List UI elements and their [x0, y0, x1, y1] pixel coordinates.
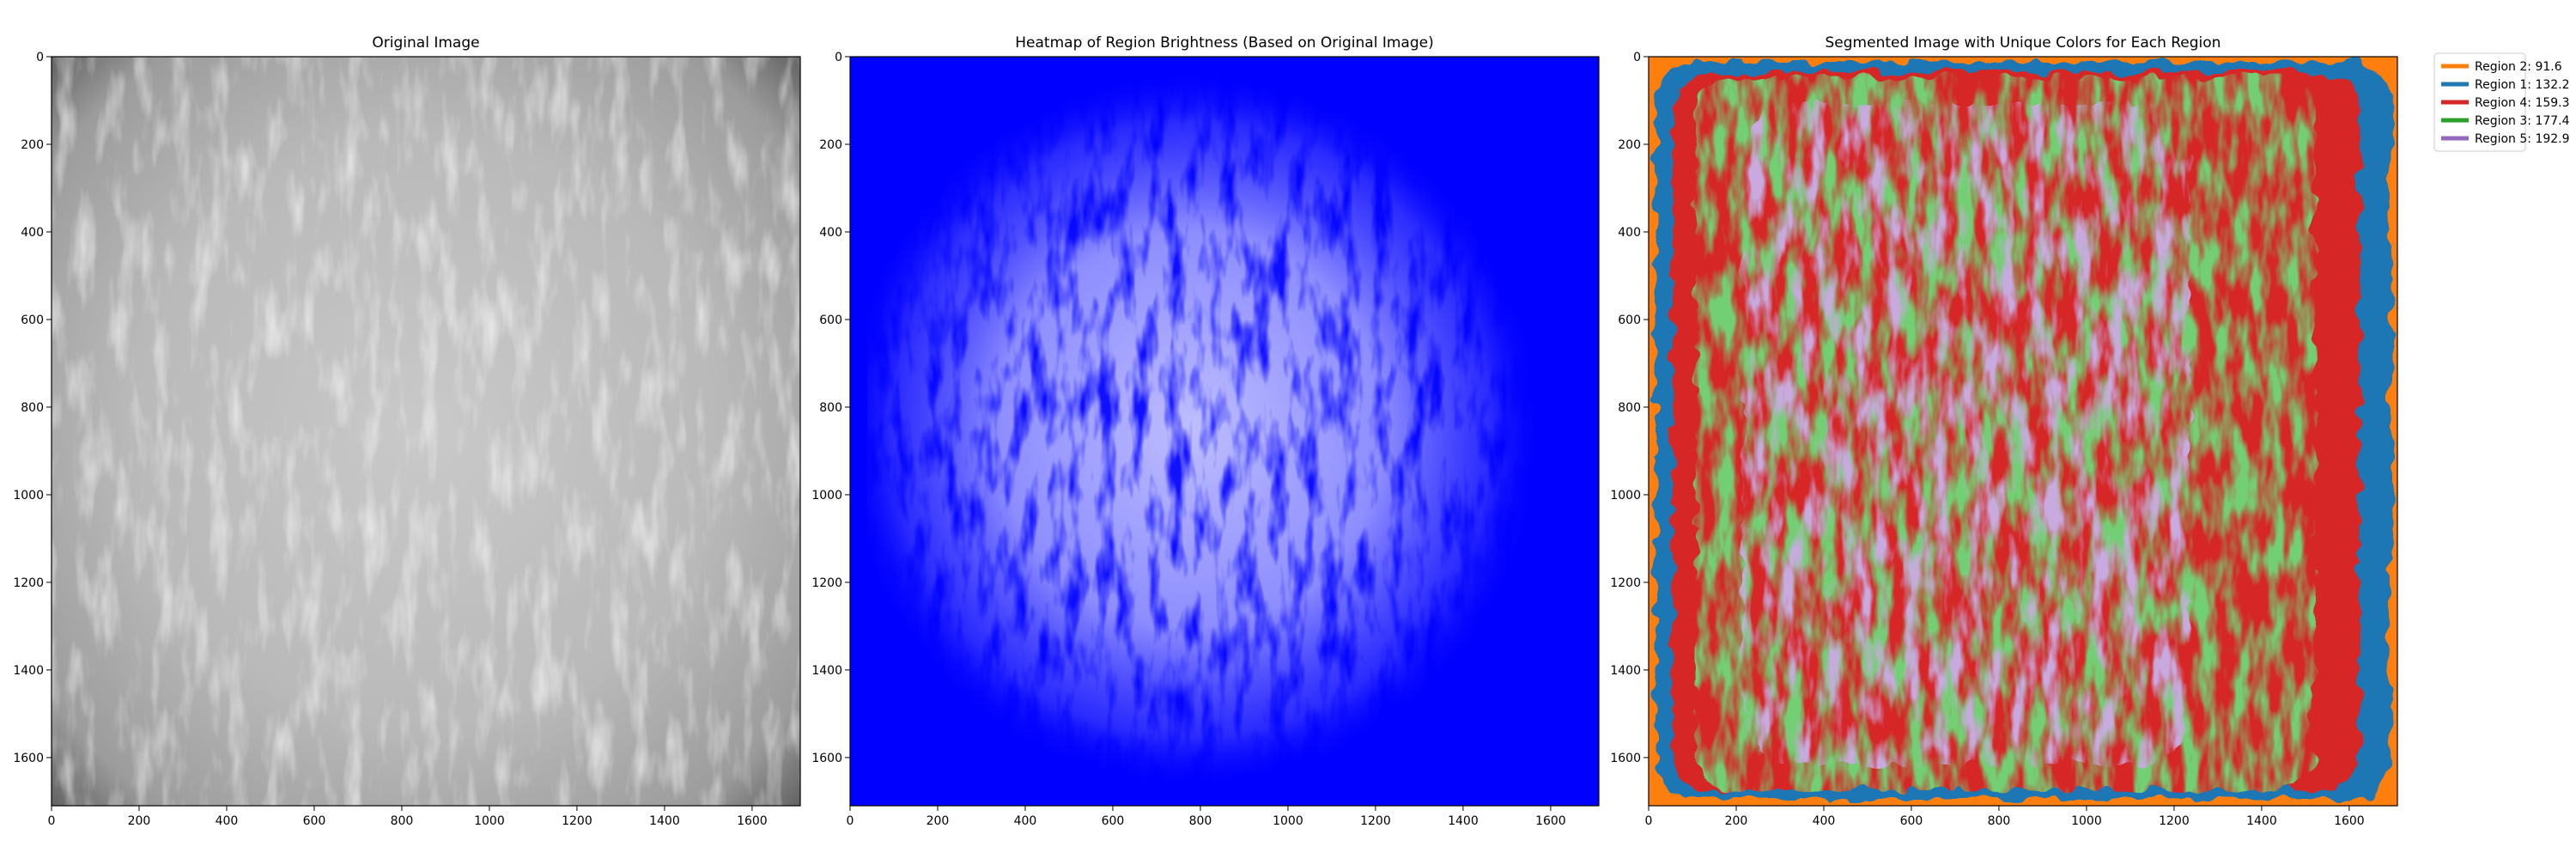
- x-tick-label: 400: [1813, 814, 1836, 828]
- x-tick-label: 600: [1900, 814, 1923, 828]
- y-tick-label: 600: [819, 314, 842, 327]
- legend-label: Region 1: 132.2: [2475, 78, 2570, 92]
- y-tick-label: 1000: [13, 489, 44, 503]
- x-tick-label: 800: [1988, 814, 2011, 828]
- y-tick-label: 1600: [811, 752, 842, 765]
- legend: Region 2: 91.6 Region 1: 132.2 Region 4: 1…: [2433, 52, 2570, 152]
- y-tick-label: 800: [1618, 401, 1641, 415]
- legend-label: Region 2: 91.6: [2475, 60, 2562, 74]
- original-image-frame: [51, 56, 801, 807]
- x-tick-label: 1000: [1273, 814, 1303, 828]
- x-tick-label: 1600: [2334, 814, 2365, 828]
- segmented-title: Segmented Image with Unique Colors for E…: [1826, 34, 2221, 52]
- y-tick-label: 200: [21, 138, 44, 152]
- segmented-panel: Segmented Image with Unique Colors for E…: [1610, 34, 2398, 828]
- y-tick-label: 600: [1618, 314, 1641, 327]
- heatmap-axes: 0 200 400 600 800 1000 1200 1400 1600 0 200 400 600 8…: [811, 51, 1565, 828]
- legend-label: Region 3: 177.4: [2475, 114, 2570, 128]
- x-tick-label: 1000: [2071, 814, 2102, 828]
- y-tick-label: 800: [21, 401, 44, 415]
- y-tick-label: 0: [835, 51, 842, 64]
- x-tick-label: 1200: [562, 814, 592, 828]
- y-tick-label: 1400: [1610, 664, 1641, 678]
- heatmap-raster: [850, 57, 1599, 806]
- legend-label: Region 5: 192.9: [2475, 132, 2570, 146]
- y-tick-label: 800: [819, 401, 842, 415]
- x-tick-label: 1200: [2159, 814, 2190, 828]
- segmented-axes: 0 200 400 600 800 1000 1200 1400 1600 0 200 400 600 8…: [1610, 51, 2364, 828]
- x-tick-label: 1400: [2246, 814, 2277, 828]
- x-tick-label: 400: [1014, 814, 1037, 828]
- y-tick-label: 1600: [1610, 752, 1641, 765]
- y-tick-label: 200: [819, 138, 842, 152]
- x-tick-label: 200: [128, 814, 151, 828]
- segmented-raster: [1649, 57, 2397, 806]
- x-tick-label: 800: [1189, 814, 1212, 828]
- y-tick-label: 1000: [811, 489, 842, 503]
- y-tick-label: 400: [819, 226, 842, 240]
- y-tick-label: 0: [1633, 51, 1641, 64]
- legend-items: Region 2: 91.6 Region 1: 132.2 Region 4: 1…: [2441, 60, 2570, 146]
- x-tick-label: 200: [927, 814, 950, 828]
- x-tick-label: 1200: [1360, 814, 1391, 828]
- x-tick-label: 600: [1102, 814, 1125, 828]
- x-tick-label: 0: [847, 814, 854, 828]
- y-tick-label: 200: [1618, 138, 1641, 152]
- y-tick-label: 1000: [1610, 489, 1641, 503]
- x-tick-label: 1600: [737, 814, 768, 828]
- segmented-frame: [1648, 56, 2398, 807]
- x-tick-label: 1000: [474, 814, 505, 828]
- legend-label: Region 4: 159.3: [2475, 96, 2570, 110]
- heatmap-panel: Heatmap of Region Brightness (Based on O…: [811, 34, 1600, 828]
- heatmap-frame: [849, 56, 1600, 807]
- x-tick-label: 1600: [1535, 814, 1566, 828]
- original-image-raster: [52, 57, 800, 806]
- y-tick-label: 400: [1618, 226, 1641, 240]
- y-tick-label: 0: [36, 51, 44, 64]
- y-tick-label: 1400: [811, 664, 842, 678]
- original-image-title: Original Image: [372, 34, 479, 52]
- y-tick-label: 1200: [1610, 576, 1641, 590]
- heatmap-title: Heatmap of Region Brightness (Based on O…: [1015, 34, 1433, 52]
- x-tick-label: 200: [1725, 814, 1748, 828]
- y-tick-label: 1600: [13, 752, 44, 765]
- x-tick-label: 0: [1645, 814, 1653, 828]
- x-tick-label: 1400: [1448, 814, 1479, 828]
- x-tick-label: 800: [391, 814, 414, 828]
- original-image-axes: 0 200 400 600 800 1000 1200 1400 1600 0 200 400 600 8…: [13, 51, 767, 828]
- y-tick-label: 1200: [811, 576, 842, 590]
- x-tick-label: 600: [303, 814, 326, 828]
- y-tick-label: 1400: [13, 664, 44, 678]
- y-tick-label: 400: [21, 226, 44, 240]
- legend-box: [2433, 52, 2526, 152]
- x-tick-label: 0: [48, 814, 56, 828]
- x-tick-label: 400: [216, 814, 239, 828]
- x-tick-label: 1400: [649, 814, 680, 828]
- y-tick-label: 1200: [13, 576, 44, 590]
- original-image-panel: Original Image 0 200 400 600 800 1000 1200 1400…: [13, 34, 801, 828]
- y-tick-label: 600: [21, 314, 44, 327]
